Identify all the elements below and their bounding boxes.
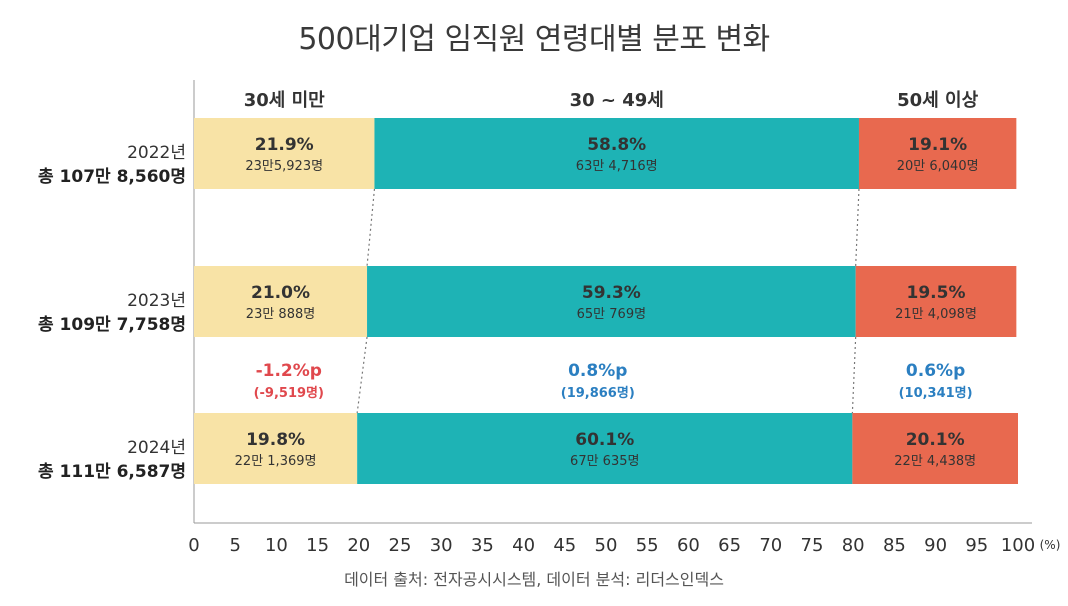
x-tick-label: 30 — [430, 535, 453, 556]
connector-line — [356, 336, 368, 414]
data-label-count: 22만 4,438명 — [894, 454, 976, 469]
data-label-count: 23만5,923명 — [245, 159, 323, 174]
change-value: 0.6%p — [906, 361, 965, 381]
x-tick-label: 40 — [512, 535, 535, 556]
bar-segment — [194, 266, 368, 337]
bar-segment — [194, 413, 358, 484]
data-label-percent: 19.5% — [907, 283, 966, 303]
change-value: -1.2%p — [256, 361, 322, 381]
bar-segment — [855, 266, 1017, 337]
x-tick-label: 60 — [677, 535, 700, 556]
legend-label: 50세 이상 — [897, 90, 978, 111]
x-tick-label: 85 — [883, 535, 906, 556]
data-label-percent: 19.8% — [246, 430, 305, 450]
legend-label: 30 ~ 49세 — [570, 90, 664, 111]
change-detail: (-9,519명) — [254, 385, 324, 401]
bar-segment — [858, 118, 1017, 189]
x-axis-unit: (%) — [1040, 538, 1061, 552]
data-label-percent: 60.1% — [575, 430, 634, 450]
x-tick-label: 70 — [759, 535, 782, 556]
change-detail: (10,341명) — [899, 385, 973, 401]
x-tick-label: 35 — [471, 535, 494, 556]
connector-line — [366, 188, 376, 267]
bar-segment — [194, 118, 375, 189]
connector-line — [851, 336, 857, 414]
data-label-count: 21만 4,098명 — [895, 307, 977, 322]
x-tick-label: 10 — [265, 535, 288, 556]
category-total: 총 107만 8,560명 — [38, 167, 186, 187]
change-value: 0.8%p — [568, 361, 627, 381]
bar-segment — [357, 413, 853, 484]
data-label-count: 22만 1,369명 — [235, 454, 317, 469]
x-tick-label: 50 — [595, 535, 618, 556]
data-label-percent: 21.9% — [255, 135, 314, 155]
category-total: 총 111만 6,587명 — [38, 462, 186, 482]
category-total: 총 109만 7,758명 — [38, 315, 186, 335]
data-label-percent: 19.1% — [908, 135, 967, 155]
x-tick-label: 95 — [965, 535, 988, 556]
data-label-count: 63만 4,716명 — [576, 159, 658, 174]
x-tick-label: 75 — [801, 535, 824, 556]
data-label-count: 67만 635명 — [570, 454, 639, 469]
x-tick-label: 45 — [553, 535, 576, 556]
bar-segment — [852, 413, 1018, 484]
x-tick-label: 25 — [389, 535, 412, 556]
data-label-count: 65만 769명 — [577, 307, 646, 322]
category-year: 2024년 — [127, 438, 186, 458]
bar-segment — [374, 118, 859, 189]
x-tick-label: 65 — [718, 535, 741, 556]
legend-label: 30세 미만 — [244, 90, 325, 111]
data-label-percent: 20.1% — [906, 430, 965, 450]
category-year: 2023년 — [127, 291, 186, 311]
bar-segment — [367, 266, 856, 337]
data-label-count: 20만 6,040명 — [897, 159, 979, 174]
data-label-percent: 59.3% — [582, 283, 641, 303]
x-tick-label: 55 — [636, 535, 659, 556]
category-year: 2022년 — [127, 143, 186, 163]
x-tick-label: 90 — [924, 535, 947, 556]
x-tick-label: 0 — [188, 535, 199, 556]
data-label-count: 23만 888명 — [246, 307, 315, 322]
x-tick-label: 100 — [1001, 535, 1035, 556]
x-tick-label: 20 — [347, 535, 370, 556]
connector-line — [855, 188, 860, 267]
chart-title: 500대기업 임직원 연령대별 분포 변화 — [298, 22, 770, 57]
x-tick-label: 5 — [229, 535, 240, 556]
x-tick-label: 15 — [306, 535, 329, 556]
data-label-percent: 58.8% — [587, 135, 646, 155]
x-tick-label: 80 — [842, 535, 865, 556]
change-detail: (19,866명) — [561, 385, 635, 401]
data-source: 데이터 출처: 전자공시시스템, 데이터 분석: 리더스인덱스 — [344, 570, 724, 589]
data-label-percent: 21.0% — [251, 283, 310, 303]
